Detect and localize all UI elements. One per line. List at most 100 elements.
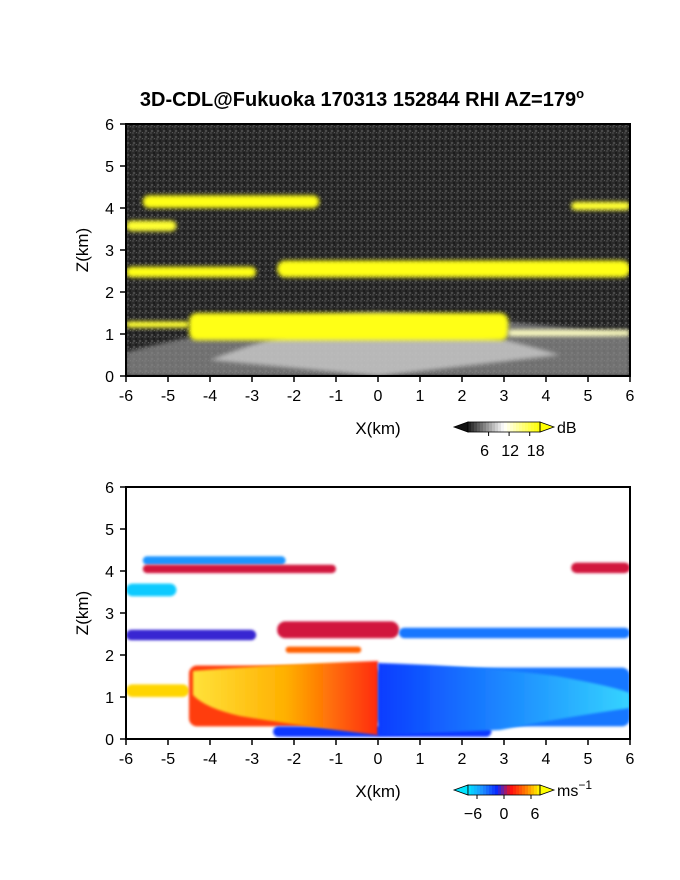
snr-colorbar-cell	[510, 422, 514, 432]
velocity-xtick: 4	[542, 739, 551, 768]
chart-title: 3D-CDL@Fukuoka 170313 152844 RHI AZ=179o	[140, 86, 584, 111]
snr-ylabel: Z(km)	[73, 228, 92, 272]
velocity-colorbar-cell	[468, 785, 472, 795]
snr-xtick-label: -5	[161, 388, 175, 405]
velocity-xtick: -3	[245, 739, 259, 768]
snr-colorbar-cell	[534, 422, 538, 432]
velocity-xtick-label: -1	[329, 751, 343, 768]
snr-colorbar-cell	[501, 422, 505, 432]
snr-colorbar-cell	[498, 422, 502, 432]
velocity-xtick: 0	[374, 739, 383, 768]
snr-colorbar-tick-label: 12	[501, 443, 519, 460]
velocity-xtick: 2	[458, 739, 467, 768]
snr-colorbar-cell	[489, 422, 493, 432]
velocity-ytick: 0	[105, 732, 126, 749]
velocity-colorbar-cell	[495, 785, 499, 795]
snr-xtick: -3	[245, 376, 259, 405]
snr-xtick: -1	[329, 376, 343, 405]
snr-colorbar-tick: 12	[501, 432, 519, 460]
velocity-ytick-label: 1	[105, 690, 114, 707]
velocity-xtick-label: 0	[374, 751, 383, 768]
velocity-ytick: 6	[105, 480, 126, 497]
snr-layer-cell	[126, 321, 189, 328]
velocity-ytick-label: 0	[105, 732, 114, 749]
snr-ytick: 2	[105, 285, 126, 302]
snr-xtick-label: 3	[500, 388, 509, 405]
velocity-colorbar: −6 0 6 ms−1	[452, 778, 592, 823]
velocity-colorbar-cell	[534, 785, 538, 795]
title-superscript: o	[576, 86, 584, 101]
velocity-xtick-label: -4	[203, 751, 217, 768]
velocity-xtick: 3	[500, 739, 509, 768]
velocity-colorbar-unit: ms−1	[557, 778, 592, 800]
snr-layers	[126, 195, 630, 341]
velocity-left-lobe	[193, 661, 378, 735]
velocity-xtick-label: 6	[626, 751, 635, 768]
velocity-xtick-label: -3	[245, 751, 259, 768]
velocity-colorbar-cell	[492, 785, 496, 795]
snr-colorbar-cell	[519, 422, 523, 432]
velocity-xtick: -1	[329, 739, 343, 768]
snr-ytick-label: 2	[105, 285, 114, 302]
snr-axes: -6 -5 -4 -3 -2 -1 0 1 2 3 4 5 6 0 1 2 3 …	[105, 117, 634, 405]
velocity-colorbar-tick: 0	[500, 795, 509, 823]
snr-xtick-label: 5	[584, 388, 593, 405]
velocity-layer-cell	[126, 629, 257, 641]
velocity-layer-cell	[571, 562, 630, 574]
velocity-panel: -6 -5 -4 -3 -2 -1 0 1 2 3 4 5 6 0 1 2 3 …	[73, 480, 635, 823]
velocity-colorbar-cell	[480, 785, 484, 795]
snr-xtick: -4	[203, 376, 217, 405]
snr-layer-cell	[508, 329, 630, 337]
snr-ytick-label: 1	[105, 327, 114, 344]
velocity-colorbar-right-arrow	[539, 784, 556, 796]
snr-layer-cell	[142, 195, 320, 208]
snr-colorbar-tick-label: 6	[480, 443, 489, 460]
snr-ytick: 4	[105, 201, 126, 218]
velocity-colorbar-cell	[516, 785, 520, 795]
velocity-colorbar-cell	[513, 785, 517, 795]
snr-xtick: 0	[374, 376, 383, 405]
snr-colorbar-cell	[492, 422, 496, 432]
velocity-colorbar-cell	[504, 785, 508, 795]
velocity-axes: -6 -5 -4 -3 -2 -1 0 1 2 3 4 5 6 0 1 2 3 …	[105, 480, 634, 768]
velocity-xlabel: X(km)	[355, 782, 400, 801]
velocity-colorbar-tick: 6	[530, 795, 540, 823]
velocity-colorbar-cell	[531, 785, 535, 795]
velocity-xtick: 1	[416, 739, 425, 768]
snr-colorbar-tick: 6	[480, 432, 489, 460]
snr-xtick: 1	[416, 376, 425, 405]
velocity-xtick: -5	[161, 739, 175, 768]
velocity-layers	[126, 556, 630, 737]
snr-colorbar-cell	[537, 422, 541, 432]
velocity-colorbar-cell	[501, 785, 505, 795]
snr-colorbar-cell	[522, 422, 526, 432]
velocity-xtick-label: 3	[500, 751, 509, 768]
velocity-colorbar-cell	[507, 785, 511, 795]
snr-panel: -6 -5 -4 -3 -2 -1 0 1 2 3 4 5 6 0 1 2 3 …	[73, 117, 635, 460]
snr-xtick-label: 4	[542, 388, 551, 405]
snr-xtick: 4	[542, 376, 551, 405]
snr-layer-cell	[189, 313, 509, 341]
velocity-colorbar-cell	[522, 785, 526, 795]
snr-colorbar-cell	[474, 422, 478, 432]
snr-xtick: 2	[458, 376, 467, 405]
velocity-xtick-label: -2	[287, 751, 301, 768]
snr-layer-cell	[277, 260, 630, 278]
velocity-right-lobe	[378, 663, 630, 735]
velocity-ytick-label: 3	[105, 606, 114, 623]
snr-xtick-label: 0	[374, 388, 383, 405]
velocity-xtick: 6	[626, 739, 635, 768]
velocity-colorbar-cell	[510, 785, 514, 795]
snr-xtick: -6	[119, 376, 133, 405]
snr-colorbar-cell	[468, 422, 472, 432]
velocity-unit-superscript: −1	[578, 778, 592, 792]
velocity-ytick: 3	[105, 606, 126, 623]
velocity-colorbar-cell	[483, 785, 487, 795]
snr-xtick: 5	[584, 376, 593, 405]
velocity-ytick-label: 6	[105, 480, 114, 497]
velocity-xtick: -2	[287, 739, 301, 768]
snr-colorbar-frame	[467, 421, 541, 433]
snr-xtick-label: -2	[287, 388, 301, 405]
velocity-colorbar-cell	[477, 785, 481, 795]
snr-ytick: 5	[105, 159, 126, 176]
